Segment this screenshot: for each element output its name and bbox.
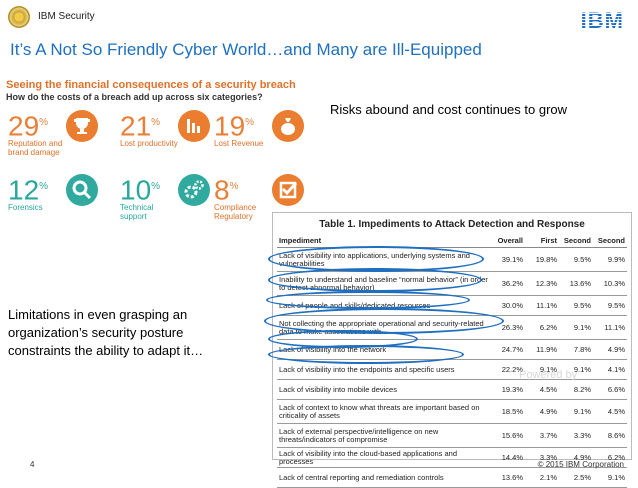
stat-label: Lost Revenue xyxy=(214,139,264,148)
table-cell: Lack of context to know what threats are… xyxy=(277,399,491,424)
brand-label: IBM Security xyxy=(38,11,95,22)
header-bar: IBM Security IBM xyxy=(0,0,638,44)
table-cell: 13.6% xyxy=(559,271,593,296)
table-cell: 9.1% xyxy=(525,359,559,380)
table-cell: 4.9% xyxy=(559,447,593,468)
table-cell: 9.5% xyxy=(559,247,593,272)
table-cell: 36.2% xyxy=(491,271,525,296)
stat-label: Technical support xyxy=(120,203,154,221)
stat-label: Lost productivity xyxy=(120,139,178,148)
table-cell: 22.2% xyxy=(491,359,525,380)
stat-label: Compliance Regulatory xyxy=(214,203,257,221)
table-row: Lack of visibility into the endpoints an… xyxy=(277,359,627,380)
highlight-ellipse xyxy=(266,291,470,309)
column-header: Second xyxy=(559,233,593,248)
trophy-icon xyxy=(66,110,98,142)
stat-percent: 21% xyxy=(120,110,161,142)
table-cell: Lack of visibility into mobile devices xyxy=(277,379,491,400)
table-cell: 8.2% xyxy=(559,379,593,400)
highlight-ellipse xyxy=(268,268,482,292)
table-title: Table 1. Impediments to Attack Detection… xyxy=(319,219,585,230)
column-header: First xyxy=(525,233,559,248)
copyright: © 2015 IBM Corporation xyxy=(537,460,624,469)
highlight-ellipse xyxy=(268,345,464,364)
stat-percent: 19% xyxy=(214,110,255,142)
stat-reputation: 29% Reputation and brand damage xyxy=(8,108,108,168)
column-header: Overall xyxy=(491,233,525,248)
table-header-row: Impediment Overall First Second Second xyxy=(277,233,627,248)
money-bag-icon xyxy=(272,110,304,142)
table-cell: 9.1% xyxy=(559,359,593,380)
risk-caption: Risks abound and cost continues to grow xyxy=(330,102,568,117)
breach-heading: Seeing the financial consequences of a s… xyxy=(6,79,296,91)
table-cell: 4.5% xyxy=(525,379,559,400)
column-header: Second xyxy=(593,233,627,248)
table-cell: 3.3% xyxy=(525,447,559,468)
ibm-logo: IBM xyxy=(580,8,624,33)
table-cell: 8.6% xyxy=(593,423,627,448)
table-cell: 9.1% xyxy=(559,399,593,424)
table-cell: 24.7% xyxy=(491,339,525,360)
table-cell: 6.2% xyxy=(593,447,627,468)
stat-percent: 8% xyxy=(214,174,239,206)
table-cell: 6.6% xyxy=(593,379,627,400)
stat-percent: 10% xyxy=(120,174,161,206)
limitations-caption: Limitations in even grasping an organiza… xyxy=(8,307,204,358)
table-cell: 4.9% xyxy=(525,399,559,424)
table-row: Lack of visibility into the cloud-based … xyxy=(277,447,627,468)
stat-technical-support: 10% Technical support xyxy=(120,172,220,232)
gears-icon xyxy=(178,174,210,206)
table-cell: 39.1% xyxy=(491,247,525,272)
table-cell: 10.3% xyxy=(593,271,627,296)
table-cell: Lack of visibility into the endpoints an… xyxy=(277,359,491,380)
stat-percent: 29% xyxy=(8,110,49,142)
stat-productivity: 21% Lost productivity xyxy=(120,108,220,168)
watermark: Powered by xyxy=(519,369,578,381)
table-cell: 4.1% xyxy=(593,359,627,380)
breach-subheading: How do the costs of a breach add up acro… xyxy=(6,92,263,102)
table-cell: 11.9% xyxy=(525,339,559,360)
table-row: Lack of external perspective/intelligenc… xyxy=(277,423,627,448)
checkmark-icon xyxy=(272,174,304,206)
table-cell: 3.7% xyxy=(525,423,559,448)
table-cell: 12.3% xyxy=(525,271,559,296)
table-cell: 6.2% xyxy=(525,315,559,340)
slide-title: It’s A Not So Friendly Cyber World…and M… xyxy=(10,40,482,59)
table-row: Lack of visibility into mobile devices 1… xyxy=(277,379,627,400)
table-cell: Lack of external perspective/intelligenc… xyxy=(277,423,491,448)
table-cell: 9.5% xyxy=(559,295,593,316)
bar-chart-icon xyxy=(178,110,210,142)
table-cell: 19.3% xyxy=(491,379,525,400)
table-row: Lack of context to know what threats are… xyxy=(277,399,627,424)
table-cell: 9.9% xyxy=(593,247,627,272)
ibm-security-seal-icon xyxy=(8,6,30,28)
table-cell: 3.3% xyxy=(559,423,593,448)
stat-label: Reputation and brand damage xyxy=(8,139,63,157)
stat-forensics: 12% Forensics xyxy=(8,172,108,232)
table-cell: 4.9% xyxy=(593,339,627,360)
table-cell: 11.1% xyxy=(525,295,559,316)
stat-label: Forensics xyxy=(8,203,43,212)
table-cell: 9.5% xyxy=(593,295,627,316)
table-cell: 30.0% xyxy=(491,295,525,316)
stat-compliance: 8% Compliance Regulatory xyxy=(214,172,314,232)
table-cell: 11.1% xyxy=(593,315,627,340)
table-cell: 15.6% xyxy=(491,423,525,448)
table-cell: 9.1% xyxy=(559,315,593,340)
table-cell: 7.8% xyxy=(559,339,593,360)
page-number: 4 xyxy=(30,460,35,469)
table-cell: Lack of visibility into the cloud-based … xyxy=(277,447,491,468)
stat-revenue: 19% Lost Revenue xyxy=(214,108,314,168)
table-cell: 18.5% xyxy=(491,399,525,424)
highlight-ellipse xyxy=(264,308,504,334)
table-cell: 4.5% xyxy=(593,399,627,424)
magnifier-icon xyxy=(66,174,98,206)
table-cell: 19.8% xyxy=(525,247,559,272)
stat-percent: 12% xyxy=(8,174,49,206)
table-cell: 14.4% xyxy=(491,447,525,468)
